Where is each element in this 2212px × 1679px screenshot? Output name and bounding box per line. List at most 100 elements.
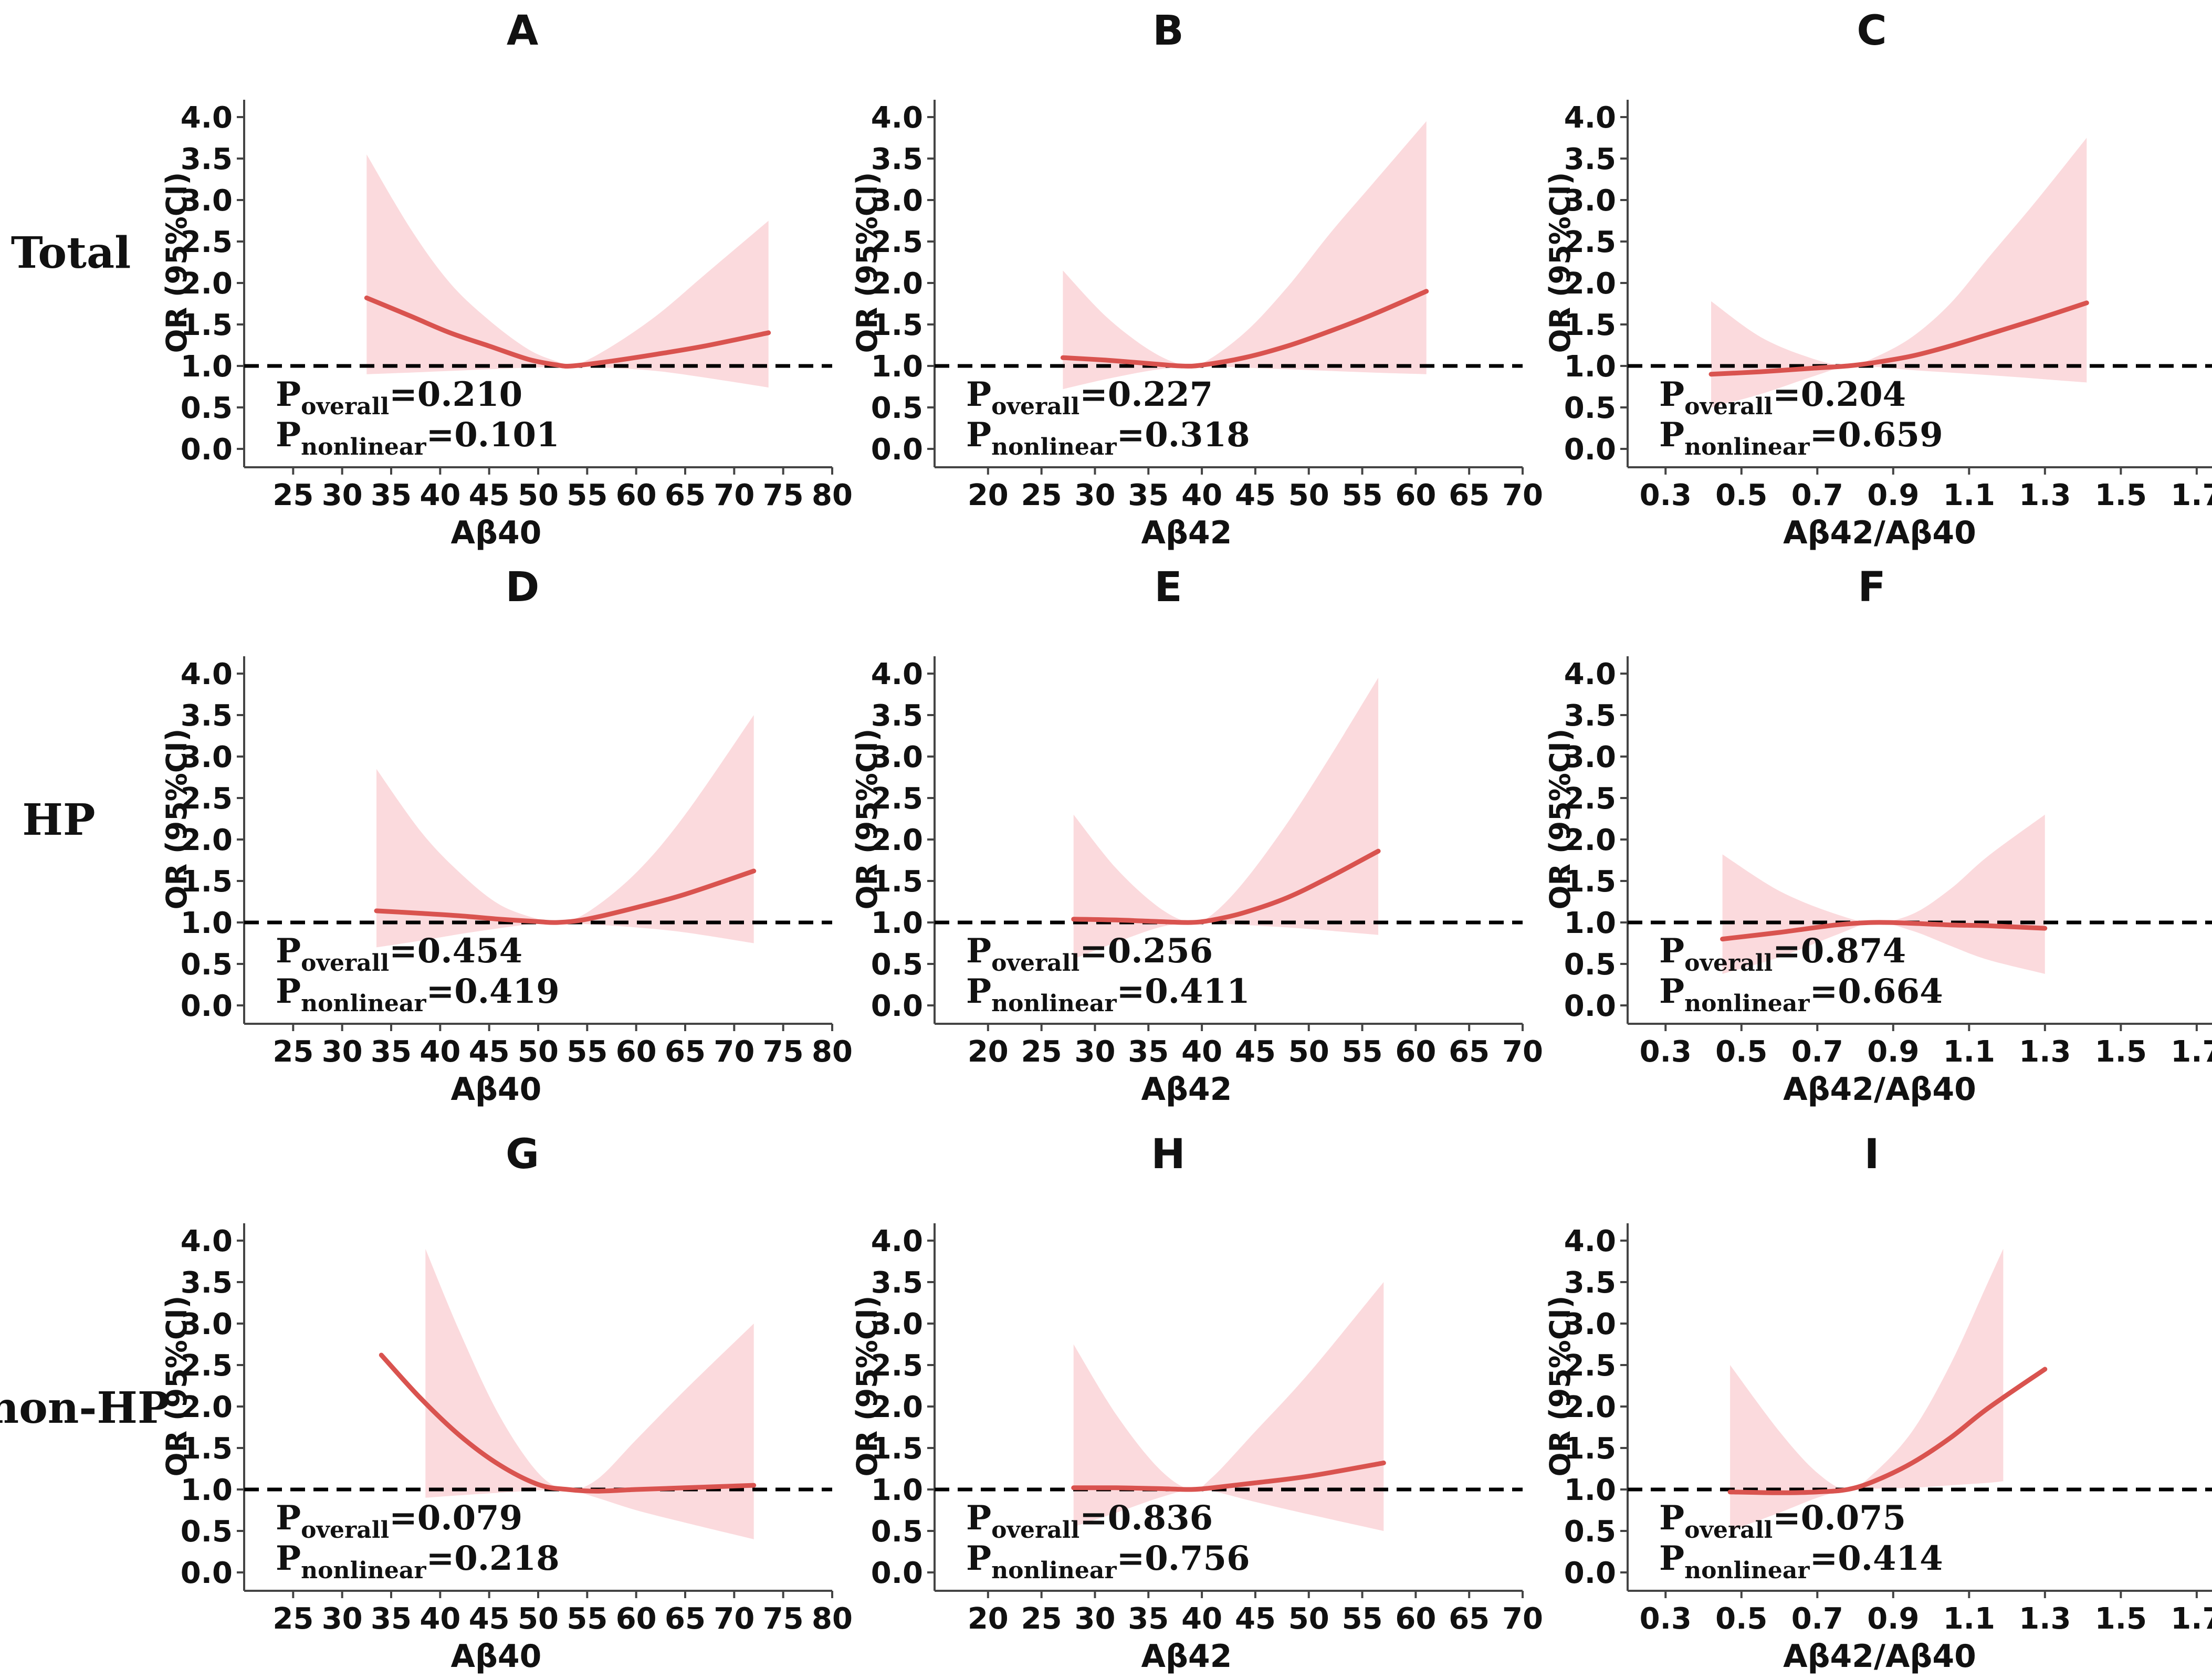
x-tick-label: 65 bbox=[665, 478, 706, 512]
y-tick-label: 3.0 bbox=[181, 740, 233, 774]
or-curve bbox=[1708, 300, 2089, 377]
row-label-hp: HP bbox=[22, 795, 95, 845]
x-tick-label: 75 bbox=[763, 1035, 804, 1069]
y-tick-label: 0.5 bbox=[871, 1515, 923, 1549]
x-tick-label: 45 bbox=[1235, 1602, 1276, 1636]
y-tick-label: 3.5 bbox=[181, 1266, 233, 1300]
y-tick-label: 1.0 bbox=[1564, 350, 1616, 384]
x-tick-label: 70 bbox=[1502, 1035, 1543, 1069]
panel-d: D 0.0 0.5 1.0 1.5 2.0 2.5 3.0 3.5 4.0 25 30 35 40 45 50… bbox=[160, 564, 853, 1108]
y-tick-label: 2.5 bbox=[871, 782, 923, 816]
y-axis-title: OR (95%CI) bbox=[851, 172, 884, 353]
or-curve bbox=[364, 295, 771, 369]
y-tick-label: 2.0 bbox=[181, 1390, 233, 1424]
y-tick-label: 3.5 bbox=[871, 1266, 923, 1300]
x-tick-label: 25 bbox=[272, 1602, 313, 1636]
panel-c: C 0.0 0.5 1.0 1.5 2.0 2.5 3.0 3.5 4.0 0.3 0.5 0.7 0.9… bbox=[1544, 7, 2212, 551]
confidence-band bbox=[376, 715, 754, 948]
y-tick-label: 2.0 bbox=[871, 823, 923, 857]
y-tick-label: 4.0 bbox=[871, 657, 923, 691]
y-tick-label: 4.0 bbox=[181, 657, 233, 691]
x-tick-label: 75 bbox=[763, 478, 804, 512]
or-curve bbox=[1060, 289, 1429, 369]
x-tick-label: 1.3 bbox=[2019, 1035, 2071, 1069]
x-tick-label: 50 bbox=[1288, 478, 1329, 512]
x-tick-label: 60 bbox=[616, 1602, 657, 1636]
panel-letter: H bbox=[1151, 1131, 1185, 1178]
y-tick-label: 1.5 bbox=[871, 1432, 923, 1466]
y-tick-label: 2.5 bbox=[181, 782, 233, 816]
panel-b: B 0.0 0.5 1.0 1.5 2.0 2.5 3.0 3.5 4.0 20 25 30 35 40 45… bbox=[851, 7, 1543, 551]
x-tick-label: 35 bbox=[1128, 478, 1169, 512]
y-tick-label: 3.5 bbox=[181, 699, 233, 733]
confidence-band bbox=[1722, 814, 2045, 974]
x-tick-label: 35 bbox=[1128, 1602, 1169, 1636]
x-tick-label: 1.5 bbox=[2095, 1035, 2147, 1069]
panel-letter: E bbox=[1154, 564, 1182, 611]
y-tick-label: 3.5 bbox=[871, 699, 923, 733]
x-tick-label: 30 bbox=[1074, 478, 1115, 512]
p-overall: Poverall=0.227 bbox=[966, 375, 1213, 420]
y-tick-label: 1.5 bbox=[181, 308, 233, 342]
y-tick-label: 0.0 bbox=[1564, 989, 1616, 1023]
y-tick-label: 1.5 bbox=[1564, 1432, 1616, 1466]
x-tick-label: 0.7 bbox=[1791, 1602, 1843, 1636]
y-tick-label: 4.0 bbox=[1564, 1224, 1616, 1258]
y-tick-label: 2.0 bbox=[871, 1390, 923, 1424]
y-tick-label: 3.0 bbox=[1564, 1307, 1616, 1341]
x-tick-label: 1.1 bbox=[1943, 478, 1995, 512]
y-tick-label: 2.5 bbox=[1564, 1349, 1616, 1383]
y-tick-label: 4.0 bbox=[181, 1224, 233, 1258]
y-tick-label: 2.5 bbox=[871, 225, 923, 259]
y-tick-label: 3.0 bbox=[1564, 184, 1616, 218]
y-tick-label: 3.5 bbox=[871, 142, 923, 176]
y-tick-label: 0.5 bbox=[871, 948, 923, 982]
x-tick-label: 50 bbox=[1288, 1602, 1329, 1636]
panel-e: E 0.0 0.5 1.0 1.5 2.0 2.5 3.0 3.5 4.0 20 25 30 35 40 45… bbox=[851, 564, 1543, 1108]
x-tick-label: 65 bbox=[665, 1602, 706, 1636]
x-tick-label: 65 bbox=[1449, 1035, 1490, 1069]
x-tick-label: 55 bbox=[567, 1035, 607, 1069]
x-tick-label: 40 bbox=[420, 1035, 460, 1069]
x-tick-label: 70 bbox=[1502, 1602, 1543, 1636]
y-axis-title: OR (95%CI) bbox=[1544, 729, 1577, 910]
x-tick-label: 0.3 bbox=[1640, 1602, 1692, 1636]
y-tick-label: 3.0 bbox=[181, 184, 233, 218]
x-tick-label: 45 bbox=[1235, 478, 1276, 512]
x-tick-label: 50 bbox=[1288, 1035, 1329, 1069]
x-tick-label: 45 bbox=[1235, 1035, 1276, 1069]
y-tick-label: 0.5 bbox=[871, 391, 923, 425]
y-tick-label: 1.0 bbox=[871, 350, 923, 384]
x-tick-label: 1.7 bbox=[2171, 1602, 2212, 1636]
x-tick-label: 45 bbox=[469, 1035, 510, 1069]
confidence-band bbox=[1063, 121, 1427, 390]
x-tick-label: 60 bbox=[1395, 1035, 1436, 1069]
y-tick-label: 2.5 bbox=[1564, 225, 1616, 259]
p-overall: Poverall=0.836 bbox=[966, 1498, 1213, 1544]
x-tick-label: 0.3 bbox=[1640, 478, 1692, 512]
y-tick-label: 0.5 bbox=[1564, 1515, 1616, 1549]
y-tick-label: 2.0 bbox=[181, 267, 233, 301]
x-tick-label: 0.9 bbox=[1867, 1035, 1919, 1069]
y-tick-label: 3.0 bbox=[181, 1307, 233, 1341]
p-overall: Poverall=0.075 bbox=[1659, 1498, 1906, 1544]
x-tick-label: 1.3 bbox=[2019, 478, 2071, 512]
x-tick-label: 75 bbox=[763, 1602, 804, 1636]
x-axis-title: Aβ42 bbox=[1141, 1638, 1232, 1675]
y-tick-label: 1.0 bbox=[1564, 1473, 1616, 1507]
panel-g: G 0.0 0.5 1.0 1.5 2.0 2.5 3.0 3.5 4.0 25 30 35 40 45 50… bbox=[160, 1131, 853, 1675]
x-tick-label: 55 bbox=[567, 478, 607, 512]
y-tick-label: 0.5 bbox=[181, 391, 233, 425]
p-nonlinear: Pnonlinear=0.664 bbox=[1659, 972, 1943, 1017]
x-tick-label: 20 bbox=[968, 1035, 1009, 1069]
y-tick-label: 0.0 bbox=[871, 989, 923, 1023]
p-nonlinear: Pnonlinear=0.756 bbox=[966, 1539, 1250, 1584]
p-overall: Poverall=0.210 bbox=[276, 375, 522, 420]
y-tick-label: 1.0 bbox=[181, 906, 233, 940]
x-tick-label: 60 bbox=[616, 478, 657, 512]
x-tick-label: 0.5 bbox=[1715, 478, 1767, 512]
x-axis-title: Aβ42 bbox=[1141, 1071, 1232, 1108]
x-tick-label: 0.9 bbox=[1867, 1602, 1919, 1636]
y-axis-title: OR (95%CI) bbox=[1544, 172, 1577, 353]
